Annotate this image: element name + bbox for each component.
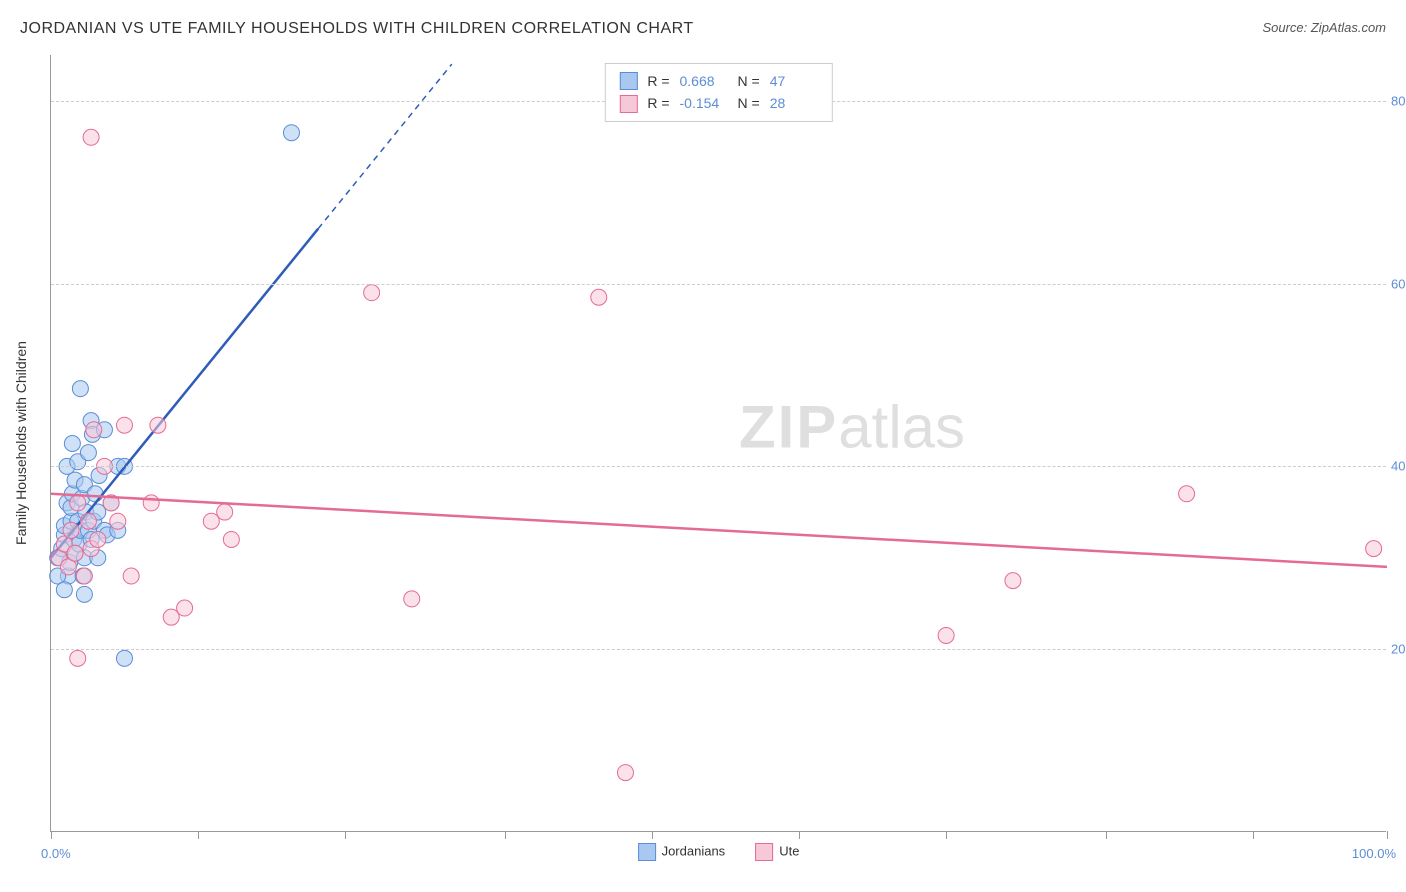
- gridline: [51, 466, 1386, 467]
- scatter-plot-svg: [51, 55, 1386, 831]
- correlation-legend: R = 0.668 N = 47 R = -0.154 N = 28: [604, 63, 832, 122]
- legend-label: Ute: [779, 843, 799, 858]
- data-point: [223, 531, 239, 547]
- legend-item: Jordanians: [638, 843, 726, 861]
- data-point: [364, 285, 380, 301]
- x-tick: [51, 831, 52, 839]
- x-tick: [505, 831, 506, 839]
- data-point: [116, 650, 132, 666]
- chart-title: JORDANIAN VS UTE FAMILY HOUSEHOLDS WITH …: [20, 20, 694, 38]
- series-legend: Jordanians Ute: [638, 843, 800, 861]
- data-point: [143, 495, 159, 511]
- data-point: [72, 381, 88, 397]
- trend-line-dashed: [318, 64, 452, 229]
- y-tick-label: 60.0%: [1391, 276, 1406, 291]
- data-point: [90, 531, 106, 547]
- n-value: 47: [770, 70, 818, 92]
- data-point: [86, 422, 102, 438]
- gridline: [51, 649, 1386, 650]
- data-point: [67, 545, 83, 561]
- data-point: [70, 650, 86, 666]
- correlation-row: R = -0.154 N = 28: [619, 92, 817, 114]
- data-point: [283, 125, 299, 141]
- data-point: [1005, 573, 1021, 589]
- r-value: 0.668: [680, 70, 728, 92]
- data-point: [70, 495, 86, 511]
- n-value: 28: [770, 92, 818, 114]
- data-point: [76, 568, 92, 584]
- y-axis-label: Family Households with Children: [13, 341, 29, 545]
- data-point: [150, 417, 166, 433]
- data-point: [217, 504, 233, 520]
- n-label: N =: [738, 92, 760, 114]
- trend-line: [51, 494, 1387, 567]
- data-point: [1366, 541, 1382, 557]
- data-point: [617, 765, 633, 781]
- data-point: [56, 582, 72, 598]
- legend-swatch: [755, 843, 773, 861]
- data-point: [64, 436, 80, 452]
- data-point: [1179, 486, 1195, 502]
- legend-item: Ute: [755, 843, 799, 861]
- gridline: [51, 284, 1386, 285]
- legend-swatch: [619, 95, 637, 113]
- legend-swatch: [638, 843, 656, 861]
- data-point: [404, 591, 420, 607]
- legend-label: Jordanians: [662, 843, 726, 858]
- data-point: [123, 568, 139, 584]
- data-point: [116, 417, 132, 433]
- x-tick: [345, 831, 346, 839]
- source-attribution: Source: ZipAtlas.com: [1262, 20, 1386, 35]
- data-point: [80, 445, 96, 461]
- data-point: [76, 586, 92, 602]
- data-point: [203, 513, 219, 529]
- plot-area: Family Households with Children R =0.668…: [50, 55, 1386, 832]
- y-tick-label: 80.0%: [1391, 93, 1406, 108]
- data-point: [83, 129, 99, 145]
- x-axis-max-label: 100.0%: [1352, 846, 1396, 861]
- r-value: -0.154: [680, 92, 728, 114]
- correlation-row: R = 0.668 N = 47: [619, 70, 817, 92]
- data-point: [63, 522, 79, 538]
- data-point: [80, 513, 96, 529]
- x-tick: [1106, 831, 1107, 839]
- data-point: [163, 609, 179, 625]
- data-point: [938, 627, 954, 643]
- x-tick: [1387, 831, 1388, 839]
- trend-line: [51, 229, 318, 558]
- x-tick: [198, 831, 199, 839]
- r-label: R =: [647, 92, 669, 114]
- data-point: [110, 513, 126, 529]
- x-tick: [652, 831, 653, 839]
- r-label: R =: [647, 70, 669, 92]
- y-tick-label: 40.0%: [1391, 459, 1406, 474]
- data-point: [87, 486, 103, 502]
- data-point: [177, 600, 193, 616]
- n-label: N =: [738, 70, 760, 92]
- x-tick: [799, 831, 800, 839]
- x-tick: [946, 831, 947, 839]
- data-point: [591, 289, 607, 305]
- x-tick: [1253, 831, 1254, 839]
- y-tick-label: 20.0%: [1391, 642, 1406, 657]
- legend-swatch: [619, 72, 637, 90]
- x-axis-min-label: 0.0%: [41, 846, 71, 861]
